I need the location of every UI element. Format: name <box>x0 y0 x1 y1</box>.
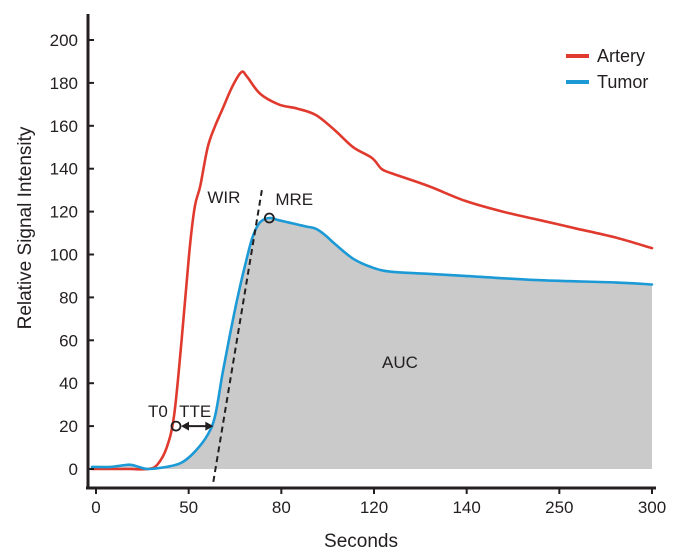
x-tick-label: 80 <box>272 498 291 517</box>
y-tick-label: 40 <box>59 374 78 393</box>
x-tick-label: 300 <box>638 498 666 517</box>
t0-label: T0 <box>148 402 168 421</box>
x-tick-label: 140 <box>452 498 480 517</box>
y-tick-label: 20 <box>59 417 78 436</box>
x-tick-label: 0 <box>91 498 100 517</box>
mre-marker <box>263 212 275 224</box>
tte-arrowhead-right <box>205 421 214 431</box>
legend: Artery Tumor <box>566 46 648 92</box>
auc-area <box>92 217 652 469</box>
y-axis-title: Relative Signal Intensity <box>15 126 36 329</box>
x-tick-label: 250 <box>545 498 573 517</box>
y-tick-label: 0 <box>69 460 78 479</box>
x-tick-label: 50 <box>179 498 198 517</box>
legend-label-artery: Artery <box>597 46 645 66</box>
tte-arrowhead-left <box>181 421 189 431</box>
mre-label: MRE <box>275 190 313 209</box>
y-tick-label: 120 <box>50 203 78 222</box>
y-tick-label: 200 <box>50 31 78 50</box>
legend-label-tumor: Tumor <box>597 72 648 92</box>
series-line-artery <box>90 70 654 471</box>
y-tick-label: 80 <box>59 288 78 307</box>
auc-label: AUC <box>382 353 418 372</box>
t0-marker <box>170 420 182 432</box>
tte-label: TTE <box>179 402 211 421</box>
y-tick-label: 180 <box>50 74 78 93</box>
y-tick-label: 140 <box>50 160 78 179</box>
y-tick-label: 160 <box>50 117 78 136</box>
y-tick-label: 100 <box>50 246 78 265</box>
wir-label: WIR <box>207 188 240 207</box>
x-axis-title: Seconds <box>324 531 398 552</box>
x-tick-label: 120 <box>360 498 388 517</box>
y-tick-label: 60 <box>59 331 78 350</box>
